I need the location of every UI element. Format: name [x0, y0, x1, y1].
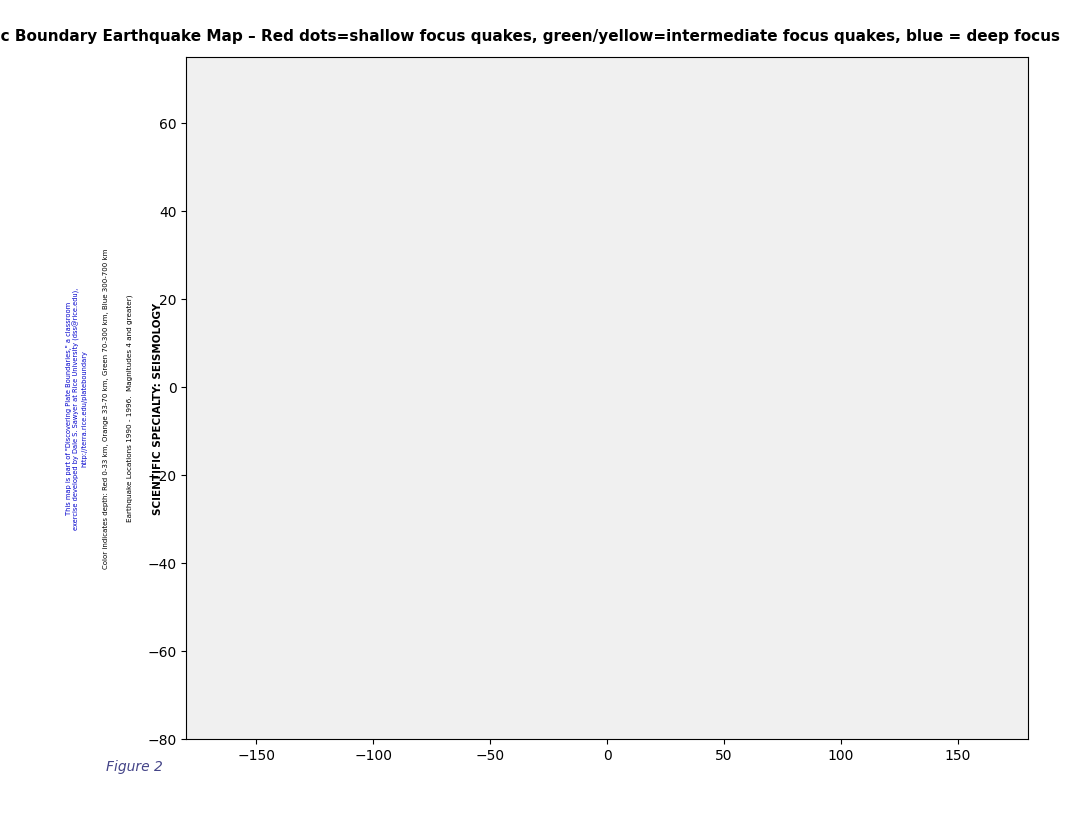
Text: Figure 2: Figure 2: [106, 760, 163, 774]
Text: Earthquake Locations 1990 - 1996.  Magnitudes 4 and greater): Earthquake Locations 1990 - 1996. Magnit…: [127, 295, 133, 522]
Text: SCIENTIFIC SPECIALTY: SEISMOLOGY: SCIENTIFIC SPECIALTY: SEISMOLOGY: [152, 302, 163, 515]
Text: This map is part of "Discovering Plate Boundaries," a classroom
exercise develop: This map is part of "Discovering Plate B…: [66, 288, 87, 529]
Text: Tectonic Boundary Earthquake Map – Red dots=shallow focus quakes, green/yellow=i: Tectonic Boundary Earthquake Map – Red d…: [0, 29, 1065, 43]
Text: Color indicates depth: Red 0-33 km, Orange 33-70 km, Green 70-300 km, Blue 300-7: Color indicates depth: Red 0-33 km, Oran…: [103, 248, 110, 569]
